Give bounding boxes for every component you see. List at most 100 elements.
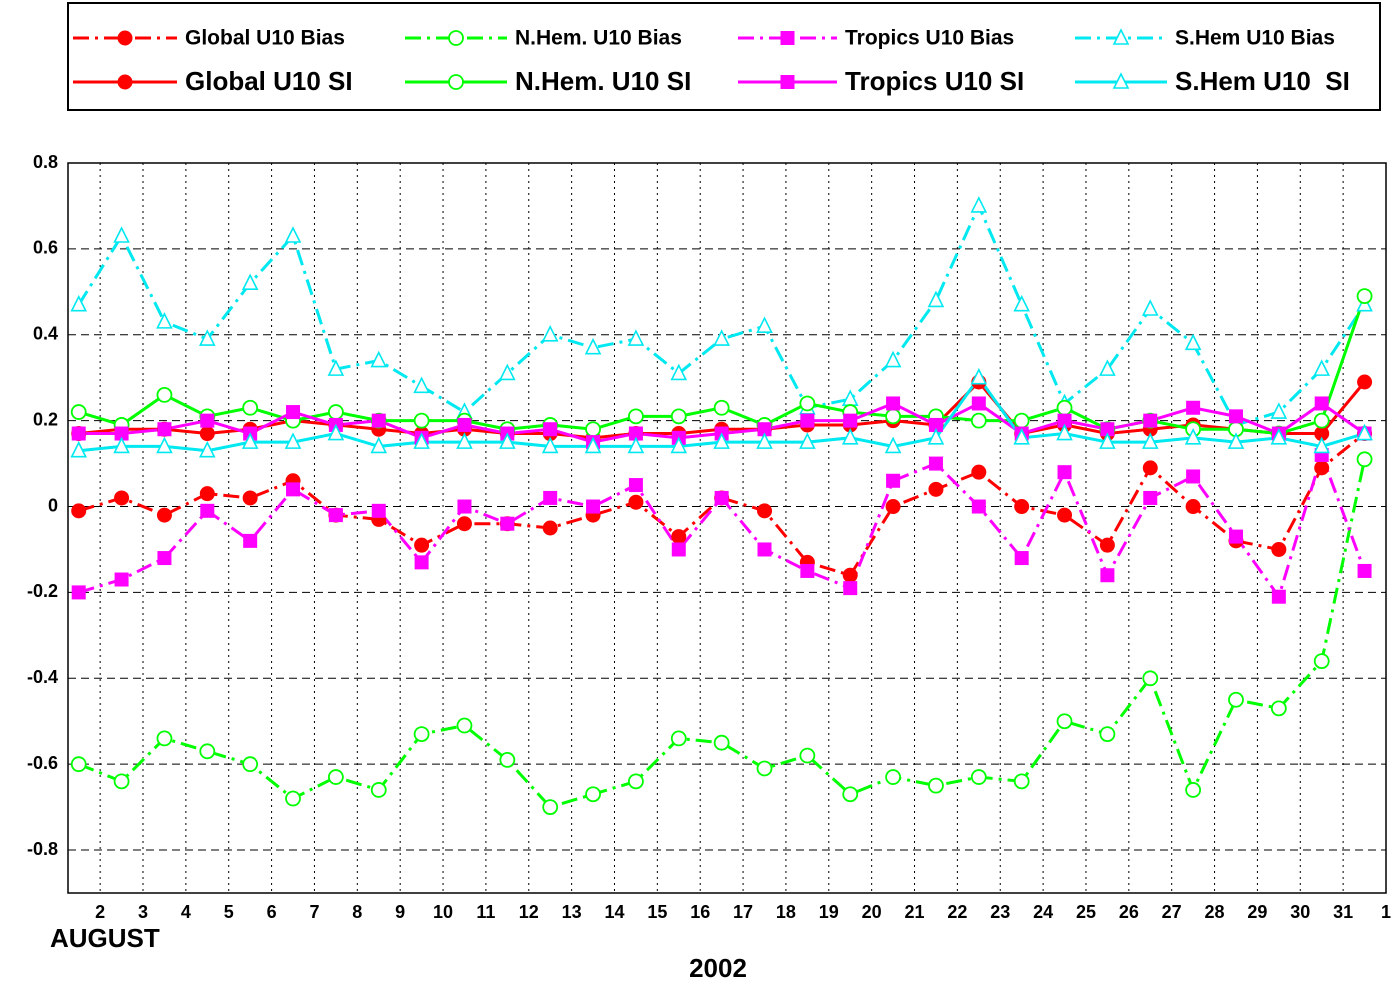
marker — [414, 555, 429, 570]
marker — [628, 426, 643, 441]
marker — [970, 412, 987, 429]
marker — [114, 572, 129, 587]
marker — [756, 316, 773, 333]
marker — [841, 428, 859, 445]
marker — [927, 290, 945, 308]
marker — [1357, 374, 1373, 390]
marker — [541, 436, 559, 454]
x-tick-label: 6 — [267, 902, 277, 922]
x-tick-label: 21 — [905, 902, 925, 922]
marker — [370, 350, 388, 368]
marker — [543, 490, 558, 505]
marker — [117, 30, 133, 46]
marker — [413, 376, 430, 394]
marker — [286, 405, 301, 420]
marker — [1099, 432, 1116, 449]
x-axis-label: 2002 — [689, 953, 747, 983]
marker — [757, 542, 772, 557]
x-tick-label: 2 — [95, 902, 105, 922]
marker — [71, 426, 86, 441]
marker — [714, 490, 729, 505]
marker — [413, 412, 430, 429]
x-tick-label: 5 — [224, 902, 234, 922]
marker — [543, 422, 558, 437]
marker — [241, 273, 259, 291]
marker — [1100, 568, 1115, 583]
marker — [1313, 412, 1330, 429]
marker — [370, 782, 387, 798]
axes-frame — [67, 162, 1387, 894]
marker — [1013, 294, 1030, 312]
marker — [1228, 529, 1243, 544]
marker — [928, 456, 943, 471]
y-tick-label: -0.2 — [27, 581, 58, 601]
marker — [1112, 28, 1130, 45]
marker — [199, 743, 216, 760]
marker — [1099, 359, 1116, 376]
marker — [670, 730, 687, 747]
marker — [584, 436, 602, 454]
marker — [928, 777, 944, 794]
marker — [456, 516, 472, 532]
marker — [1057, 507, 1073, 523]
marker — [713, 432, 730, 449]
marker — [628, 408, 644, 425]
marker — [843, 413, 858, 428]
marker — [1357, 563, 1372, 578]
y-tick-label: 0.4 — [33, 324, 58, 344]
marker — [114, 426, 129, 441]
x-tick-label: 16 — [690, 902, 710, 922]
marker — [756, 432, 773, 449]
y-tick-label: -0.6 — [27, 753, 58, 773]
marker — [448, 30, 464, 46]
marker — [1099, 537, 1115, 553]
x-tick-label: 7 — [309, 902, 319, 922]
marker — [70, 294, 88, 312]
marker — [1356, 451, 1373, 468]
marker — [156, 386, 173, 403]
marker — [927, 428, 945, 445]
marker — [885, 408, 901, 425]
marker — [199, 329, 216, 346]
marker — [500, 516, 515, 531]
marker — [1014, 551, 1029, 566]
x-tick-label: 1 — [1381, 902, 1391, 922]
x-tick-label: 22 — [947, 902, 967, 922]
marker — [327, 404, 344, 420]
marker — [241, 432, 259, 449]
marker — [1142, 460, 1158, 476]
marker — [884, 350, 902, 368]
marker — [456, 717, 473, 734]
x-tick-label: 4 — [181, 902, 191, 922]
labels: -0.8-0.6-0.4-0.200.20.40.60.82 3 4 5 6 7 8 9 10 1… — [27, 152, 1391, 922]
marker — [800, 563, 815, 578]
marker — [200, 503, 215, 518]
marker — [71, 503, 87, 519]
marker — [242, 399, 259, 416]
legend-label: S.Hem U10 Bias — [1175, 27, 1335, 50]
marker — [1014, 499, 1030, 515]
legend-box — [67, 2, 1381, 111]
legend-label: N.Hem. U10 Bias — [515, 27, 682, 50]
marker — [200, 413, 215, 428]
x-tick-label: 13 — [562, 902, 582, 922]
x-tick-label: 3 — [138, 902, 148, 922]
marker — [585, 421, 601, 438]
marker — [113, 226, 130, 243]
marker — [542, 520, 558, 536]
marker — [628, 773, 644, 790]
marker — [586, 499, 601, 514]
marker — [1100, 422, 1115, 437]
marker — [199, 440, 216, 458]
marker — [628, 494, 644, 510]
marker — [113, 773, 130, 790]
marker — [1271, 589, 1286, 604]
marker — [928, 417, 943, 432]
marker — [1271, 541, 1287, 557]
marker — [757, 422, 772, 437]
marker — [585, 786, 601, 803]
marker — [327, 769, 344, 785]
marker — [370, 436, 388, 454]
marker — [371, 503, 386, 518]
